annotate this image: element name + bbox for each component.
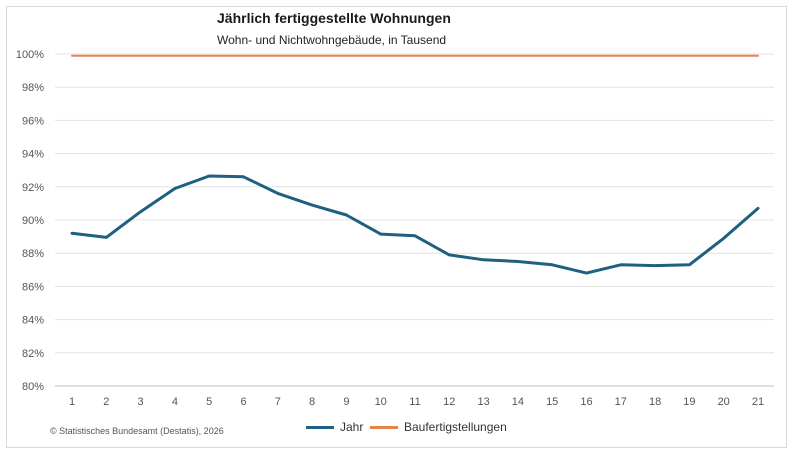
legend-swatch-baufertigstellungen	[370, 425, 398, 429]
x-tick-label: 15	[546, 396, 558, 408]
x-tick-label: 6	[240, 396, 246, 408]
chart-title: Jährlich fertiggestellte Wohnungen	[217, 10, 451, 26]
source-note: © Statistisches Bundesamt (Destatis), 20…	[50, 426, 224, 436]
x-tick-label: 14	[512, 396, 524, 408]
x-tick-label: 16	[580, 396, 592, 408]
x-tick-label: 11	[409, 396, 420, 408]
legend-label-jahr: Jahr	[340, 420, 364, 434]
x-tick-label: 12	[443, 396, 455, 408]
chart-subtitle: Wohn- und Nichtwohngebäude, in Tausend	[217, 33, 447, 47]
series-line-jahr	[70, 174, 760, 275]
x-tick-label: 13	[477, 396, 489, 408]
y-tick-label: 88%	[22, 248, 44, 260]
legend-swatch-jahr	[306, 425, 334, 429]
x-tick-label: 18	[649, 396, 661, 408]
x-tick-label: 9	[343, 396, 349, 408]
y-tick-label: 92%	[22, 182, 44, 194]
y-tick-label: 96%	[22, 115, 44, 127]
y-tick-label: 90%	[22, 215, 44, 227]
y-tick-label: 94%	[22, 149, 44, 161]
x-tick-label: 2	[103, 396, 109, 408]
x-tick-label: 19	[683, 396, 695, 408]
chart-frame	[6, 6, 787, 448]
legend-label-baufertigstellungen: Baufertigstellungen	[404, 420, 507, 434]
legend-item-jahr: Jahr	[306, 420, 363, 434]
x-tick-label: 17	[615, 396, 627, 408]
x-tick-label: 20	[718, 396, 730, 408]
legend-item-baufertigstellungen: Baufertigstellungen	[370, 420, 507, 434]
y-tick-label: 82%	[22, 348, 44, 360]
x-tick-label: 5	[206, 396, 212, 408]
y-tick-label: 80%	[22, 381, 44, 393]
x-tick-label: 3	[138, 396, 144, 408]
x-tick-label: 1	[69, 396, 75, 408]
y-tick-label: 84%	[22, 315, 44, 327]
y-tick-label: 100%	[16, 49, 44, 61]
y-tick-label: 86%	[22, 281, 44, 293]
x-tick-label: 7	[275, 396, 281, 408]
x-tick-label: 21	[752, 396, 764, 408]
y-tick-label: 98%	[22, 82, 44, 94]
x-tick-label: 10	[375, 396, 387, 408]
x-tick-label: 8	[309, 396, 315, 408]
x-tick-label: 4	[172, 396, 178, 408]
